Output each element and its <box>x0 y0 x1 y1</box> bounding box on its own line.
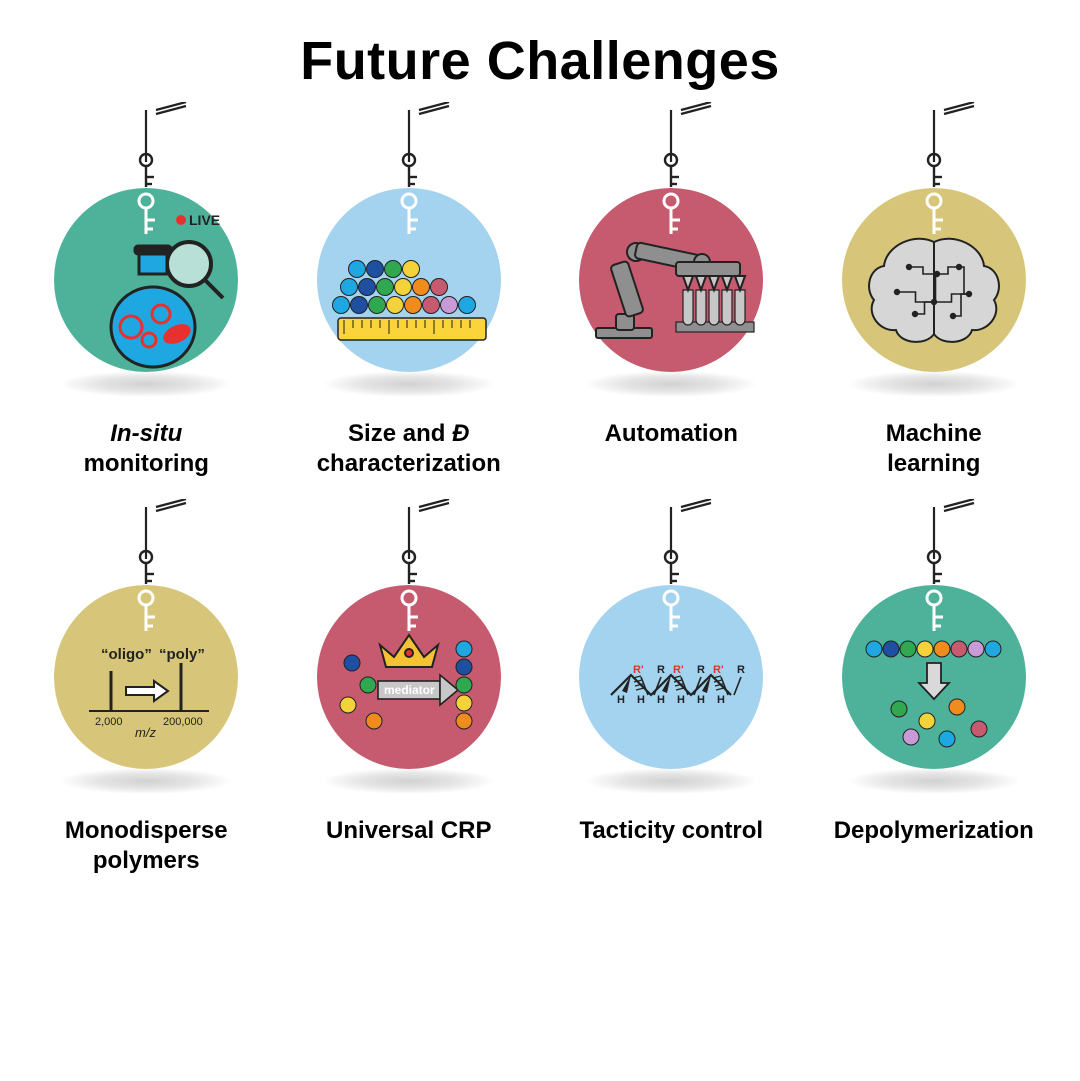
svg-text:H: H <box>637 694 645 706</box>
svg-text:R: R <box>657 664 665 676</box>
label-ml: Machinelearning <box>886 419 982 479</box>
svg-text:“oligo”: “oligo” <box>101 646 152 663</box>
label-tact: Tacticity control <box>579 816 763 846</box>
medallion-tact: HHR'RHHR'RHHR'R <box>555 499 788 774</box>
svg-text:LIVE: LIVE <box>189 212 220 228</box>
challenge-crp: mediator Universal CRP <box>293 499 526 876</box>
svg-text:H: H <box>657 694 665 706</box>
svg-text:m/z: m/z <box>135 725 156 740</box>
challenge-grid: LIVE In-situmonitoring <box>30 102 1050 876</box>
challenge-tact: HHR'RHHR'RHHR'R Tacticity control <box>555 499 788 876</box>
svg-text:R': R' <box>633 664 644 676</box>
challenge-size: Size and Đcharacterization <box>293 102 526 479</box>
medallion-auto <box>555 102 788 377</box>
svg-text:R: R <box>697 664 705 676</box>
medallion-depoly <box>818 499 1051 774</box>
svg-text:R: R <box>737 664 745 676</box>
svg-text:“poly”: “poly” <box>159 646 205 663</box>
label-crp: Universal CRP <box>326 816 491 846</box>
medallion-ml <box>818 102 1051 377</box>
challenge-depoly: Depolymerization <box>818 499 1051 876</box>
label-depoly: Depolymerization <box>834 816 1034 846</box>
medallion-size <box>293 102 526 377</box>
label-auto: Automation <box>605 419 738 449</box>
svg-text:200,000: 200,000 <box>163 716 203 728</box>
svg-text:mediator: mediator <box>384 683 435 697</box>
challenge-insitu: LIVE In-situmonitoring <box>30 102 263 479</box>
label-size: Size and Đcharacterization <box>317 419 501 479</box>
svg-text:H: H <box>717 694 725 706</box>
medallion-crp: mediator <box>293 499 526 774</box>
medallion-mono: “oligo” “poly” 2,000 200,000 m/z <box>30 499 263 774</box>
svg-text:H: H <box>617 694 625 706</box>
svg-text:R': R' <box>713 664 724 676</box>
svg-text:H: H <box>677 694 685 706</box>
svg-text:2,000: 2,000 <box>95 716 123 728</box>
label-insitu: In-situmonitoring <box>84 419 209 479</box>
challenge-mono: “oligo” “poly” 2,000 200,000 m/z Monodis… <box>30 499 263 876</box>
svg-text:H: H <box>697 694 705 706</box>
svg-text:R': R' <box>673 664 684 676</box>
label-mono: Monodispersepolymers <box>65 816 228 876</box>
challenge-auto: Automation <box>555 102 788 479</box>
challenge-ml: Machinelearning <box>818 102 1051 479</box>
page-title: Future Challenges <box>30 30 1050 92</box>
medallion-insitu: LIVE <box>30 102 263 377</box>
